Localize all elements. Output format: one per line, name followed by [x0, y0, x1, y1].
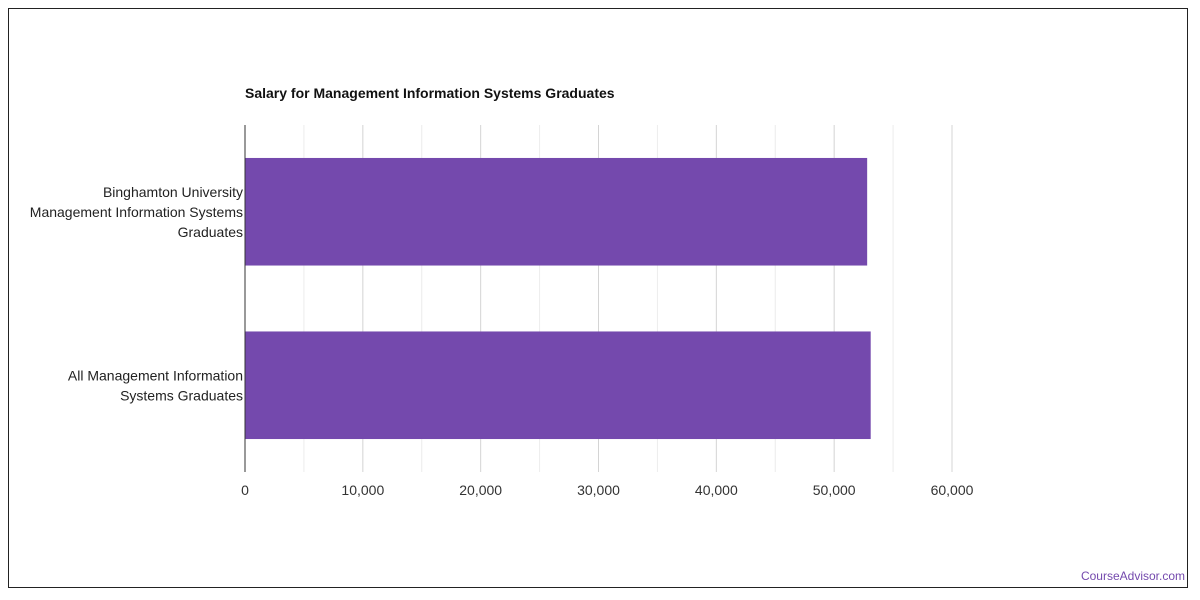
- x-tick-label: 20,000: [459, 482, 502, 498]
- x-tick-label: 60,000: [931, 482, 974, 498]
- category-label-line: Systems Graduates: [120, 387, 243, 403]
- x-tick-label: 40,000: [695, 482, 738, 498]
- chart-title: Salary for Management Information System…: [245, 85, 615, 101]
- x-tick-label: 50,000: [813, 482, 856, 498]
- bar-0[interactable]: [245, 157, 868, 266]
- watermark-link[interactable]: CourseAdvisor.com: [1080, 569, 1185, 583]
- category-label-line: Binghamton University: [103, 184, 243, 200]
- category-labels: Binghamton University Management Informat…: [30, 184, 243, 404]
- bar-1[interactable]: [245, 331, 871, 440]
- category-label-0: Binghamton University Management Informat…: [30, 184, 243, 240]
- category-label-line: Graduates: [178, 224, 243, 240]
- category-label-1: All Management Information Systems Gradua…: [68, 367, 243, 403]
- x-tick-labels: 0 10,000 20,000 30,000 40,000 50,000 60,000: [241, 482, 974, 498]
- category-label-line: Management Information Systems: [30, 204, 243, 220]
- category-label-line: All Management Information: [68, 367, 243, 383]
- x-tick-label: 0: [241, 482, 249, 498]
- x-tick-label: 30,000: [577, 482, 620, 498]
- bars: [245, 157, 871, 440]
- x-tick-label: 10,000: [341, 482, 384, 498]
